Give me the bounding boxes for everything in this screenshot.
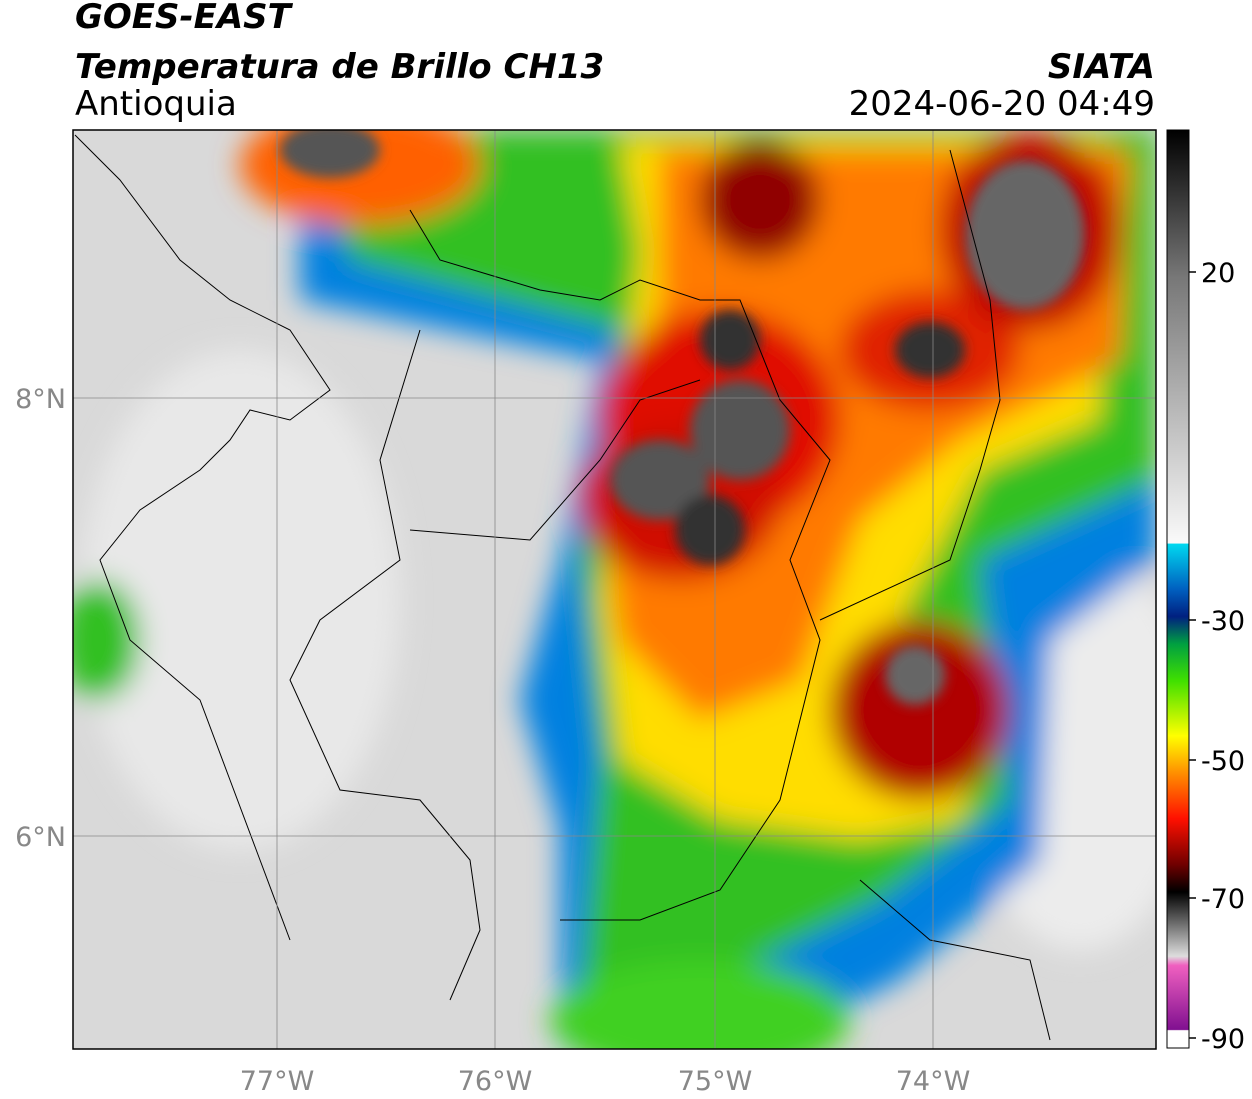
satellite-image	[73, 130, 1156, 1049]
subtitle: Temperatura de Brillo CH13	[75, 47, 604, 87]
colorbar-tick: -30	[1201, 606, 1245, 637]
graticule	[73, 130, 1156, 1049]
source: SIATA	[1048, 47, 1155, 87]
map-frame	[72, 129, 1157, 1050]
lon-label: 76°W	[458, 1066, 533, 1097]
lon-label: 75°W	[678, 1066, 753, 1097]
lon-label: 77°W	[240, 1066, 315, 1097]
lat-label: 6°N	[15, 822, 66, 853]
lat-label: 8°N	[15, 384, 66, 415]
borders	[74, 134, 1051, 1041]
colorbar-tick: -70	[1201, 884, 1245, 915]
colorbar-tick: -50	[1201, 746, 1245, 777]
title: GOES-EAST	[75, 0, 294, 37]
colorbar	[1166, 129, 1190, 1049]
timestamp: 2024-06-20 04:49	[849, 84, 1155, 124]
colorbar-tick: -90	[1201, 1024, 1245, 1055]
colorbar-tick: 20	[1201, 258, 1235, 289]
region: Antioquia	[75, 84, 237, 124]
lon-label: 74°W	[896, 1066, 971, 1097]
